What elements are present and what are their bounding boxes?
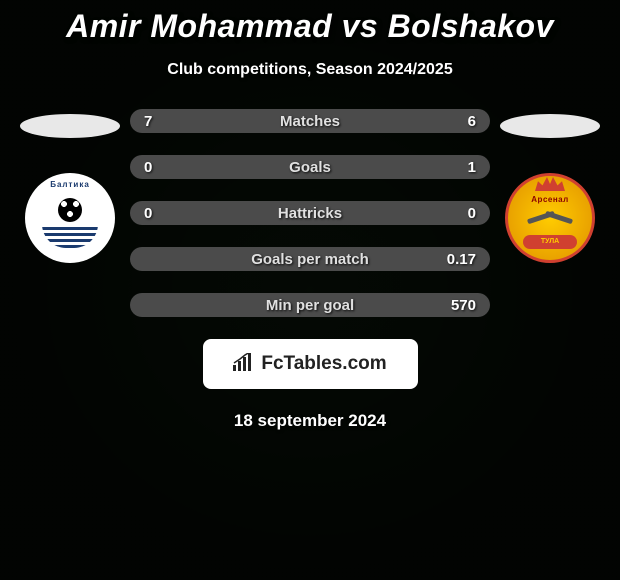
cannons-icon: [527, 211, 573, 229]
stripes-icon: [42, 224, 98, 248]
snapshot-date: 18 september 2024: [0, 411, 620, 431]
right-club-banner: ТУЛА: [523, 235, 577, 249]
brand-attribution[interactable]: FcTables.com: [203, 339, 418, 389]
right-club-name: Арсенал: [515, 195, 585, 204]
right-player-photo-placeholder: [500, 114, 600, 138]
stat-row-goals-per-match: Goals per match 0.17: [130, 247, 490, 271]
stat-label: Matches: [130, 113, 490, 130]
left-player-column: Балтика: [10, 109, 130, 263]
left-player-photo-placeholder: [20, 114, 120, 138]
right-player-column: Арсенал ТУЛА: [490, 109, 610, 263]
season-subtitle: Club competitions, Season 2024/2025: [0, 61, 620, 79]
stat-row-min-per-goal: Min per goal 570: [130, 293, 490, 317]
crown-icon: [535, 177, 565, 191]
stat-label: Hattricks: [130, 205, 490, 222]
comparison-title: Amir Mohammad vs Bolshakov: [0, 0, 620, 45]
stat-row-hattricks: 0 Hattricks 0: [130, 201, 490, 225]
stat-row-matches: 7 Matches 6: [130, 109, 490, 133]
right-club-logo: Арсенал ТУЛА: [505, 173, 595, 263]
ball-icon: [58, 198, 82, 222]
left-club-name: Балтика: [32, 180, 108, 189]
brand-text: FcTables.com: [261, 353, 386, 375]
stats-column: 7 Matches 6 0 Goals 1 0 Hattricks 0 Goal…: [130, 109, 490, 317]
left-club-logo: Балтика: [25, 173, 115, 263]
comparison-content: Балтика 7 Matches 6 0 Goals 1 0 Hattrick…: [0, 109, 620, 317]
stat-label: Min per goal: [130, 297, 490, 314]
stat-row-goals: 0 Goals 1: [130, 155, 490, 179]
chart-icon: [233, 353, 255, 376]
stat-label: Goals per match: [130, 251, 490, 268]
stat-label: Goals: [130, 159, 490, 176]
